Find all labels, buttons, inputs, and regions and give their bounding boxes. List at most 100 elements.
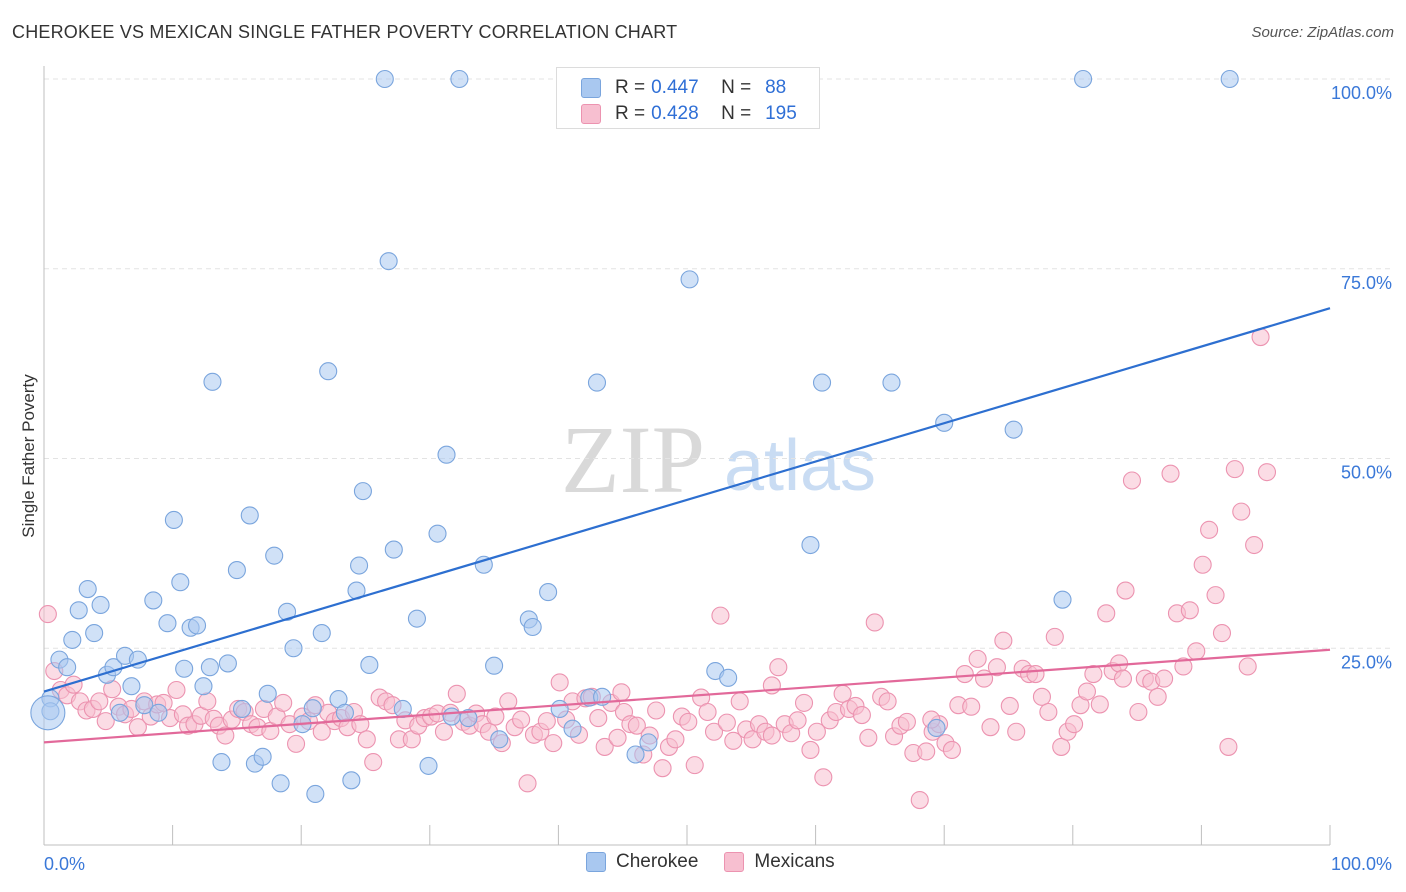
cherokee-swatch bbox=[581, 78, 601, 98]
y-tick-label: 100.0% bbox=[1331, 83, 1392, 103]
series-legend: Cherokee Mexicans bbox=[586, 851, 861, 873]
cherokee-point bbox=[164, 510, 183, 530]
n-value: 88 bbox=[765, 77, 787, 98]
mexicans-point bbox=[434, 722, 453, 741]
y-tick-label: 25.0% bbox=[1341, 652, 1392, 672]
cherokee-point bbox=[626, 745, 645, 764]
cherokee-point bbox=[407, 609, 426, 628]
mexicans-point bbox=[1116, 581, 1135, 600]
cherokee-point bbox=[639, 733, 658, 752]
mexicans-point bbox=[807, 722, 826, 741]
mexicans-point bbox=[38, 605, 57, 624]
mexicans-point bbox=[1212, 624, 1232, 643]
cherokee-point bbox=[375, 69, 394, 89]
mexicans-point bbox=[917, 742, 936, 761]
mexicans-point bbox=[717, 713, 736, 732]
cherokee-point bbox=[218, 654, 237, 673]
mexicans-point bbox=[968, 649, 987, 668]
legend-item-cherokee[interactable]: Cherokee bbox=[586, 851, 698, 873]
mexicans-point bbox=[1245, 535, 1264, 555]
cherokee-point bbox=[187, 616, 207, 635]
cherokee-point bbox=[30, 695, 66, 731]
cherokee-point bbox=[63, 630, 82, 649]
mexicans-point bbox=[595, 737, 614, 756]
mexicans-point bbox=[550, 673, 569, 692]
cherokee-point bbox=[175, 659, 194, 678]
cherokee-point bbox=[232, 699, 252, 719]
y-tick-label: 50.0% bbox=[1341, 463, 1392, 483]
cherokee-point bbox=[58, 658, 77, 677]
mexicans-point bbox=[698, 702, 717, 722]
mexicans-point bbox=[1026, 665, 1045, 684]
mexicans-point bbox=[1129, 702, 1148, 722]
mexicans-point bbox=[1077, 682, 1096, 701]
cherokee-point bbox=[927, 718, 946, 737]
mexicans-point bbox=[666, 730, 685, 749]
cherokee-point bbox=[882, 373, 901, 392]
mexicans-point bbox=[647, 701, 666, 720]
cherokee-point bbox=[1053, 590, 1072, 609]
mexicans-point bbox=[1174, 657, 1193, 676]
cherokee-point bbox=[122, 677, 141, 696]
mexicans-point bbox=[1007, 722, 1026, 741]
x-tick-label: 0.0% bbox=[44, 854, 85, 874]
mexicans-point bbox=[1206, 586, 1225, 605]
mexicans-point bbox=[1052, 737, 1071, 756]
mexicans-point bbox=[1084, 665, 1103, 684]
cherokee-point bbox=[144, 591, 163, 610]
r-label: R = bbox=[615, 77, 646, 98]
cherokee-point bbox=[350, 556, 369, 575]
legend-row-mexicans: R = 0.428 N = 195 bbox=[581, 101, 797, 127]
cherokee-point bbox=[78, 579, 97, 599]
mexicans-point bbox=[1045, 627, 1064, 646]
cherokee-point bbox=[539, 583, 558, 602]
cherokee-point bbox=[319, 362, 338, 381]
cherokee-point bbox=[393, 699, 412, 719]
mexicans-point bbox=[962, 697, 981, 716]
mexicans-point bbox=[216, 726, 235, 745]
mexicans-point bbox=[512, 710, 531, 729]
cherokee-point bbox=[171, 573, 190, 592]
cherokee-point bbox=[384, 540, 403, 559]
cherokee-point bbox=[474, 555, 493, 574]
cherokee-point bbox=[587, 373, 607, 392]
mexicans-trend-line bbox=[43, 648, 1331, 744]
mexicans-point bbox=[769, 658, 788, 677]
mexicans-point bbox=[859, 728, 878, 747]
mexicans-point bbox=[364, 753, 383, 772]
mexicans-point bbox=[1155, 669, 1174, 688]
cherokee-point bbox=[212, 753, 231, 772]
cherokee-point bbox=[1074, 69, 1093, 89]
cherokee-point bbox=[135, 696, 154, 715]
mexicans-point bbox=[942, 740, 961, 760]
mexicans-point bbox=[679, 712, 698, 731]
legend-item-mexicans[interactable]: Mexicans bbox=[724, 851, 835, 873]
mexicans-point bbox=[865, 613, 884, 632]
cherokee-point bbox=[91, 595, 110, 615]
mexicans-point bbox=[801, 740, 820, 760]
cherokee-point bbox=[240, 506, 259, 525]
mexicans-swatch bbox=[724, 852, 745, 872]
mexicans-point bbox=[711, 606, 730, 625]
mexicans-point bbox=[627, 716, 646, 735]
x-tick-label: 100.0% bbox=[1331, 854, 1392, 874]
mexicans-point bbox=[1065, 715, 1084, 734]
cherokee-point bbox=[550, 699, 569, 719]
cherokee-swatch bbox=[586, 852, 606, 872]
mexicans-point bbox=[1238, 657, 1257, 676]
legend-label: Mexicans bbox=[754, 851, 835, 872]
mexicans-point bbox=[852, 705, 871, 725]
cherokee-trend-line bbox=[43, 307, 1331, 693]
mexicans-point bbox=[1193, 555, 1212, 574]
mexicans-point bbox=[167, 680, 186, 700]
cherokee-point bbox=[158, 614, 177, 633]
mexicans-point bbox=[704, 722, 724, 741]
cherokee-point bbox=[680, 270, 699, 289]
mexicans-point bbox=[653, 759, 672, 778]
mexicans-point bbox=[994, 631, 1013, 650]
cherokee-point bbox=[69, 601, 88, 620]
mexicans-point bbox=[1097, 604, 1116, 623]
r-value: 0.447 bbox=[651, 77, 699, 98]
cherokee-point bbox=[227, 561, 246, 580]
